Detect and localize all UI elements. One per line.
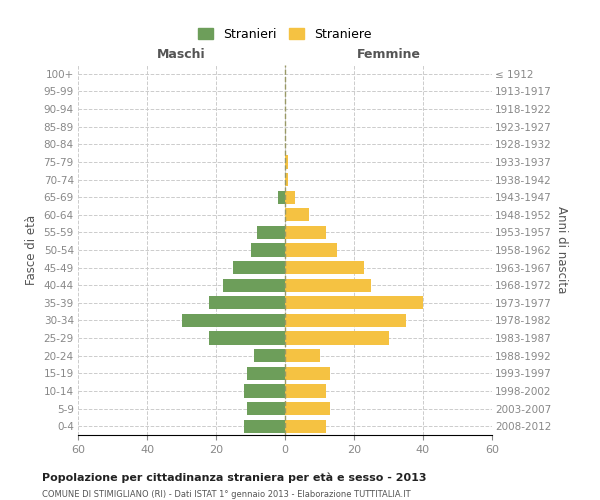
Legend: Stranieri, Straniere: Stranieri, Straniere xyxy=(193,23,377,46)
Bar xyxy=(244,384,285,398)
Bar xyxy=(285,384,326,398)
Bar xyxy=(285,226,326,239)
Bar xyxy=(244,420,285,433)
Bar xyxy=(285,332,389,344)
Bar xyxy=(209,296,285,310)
Bar xyxy=(182,314,285,327)
Bar xyxy=(251,244,285,256)
Text: Maschi: Maschi xyxy=(157,48,206,62)
Y-axis label: Anni di nascita: Anni di nascita xyxy=(555,206,568,294)
Bar xyxy=(285,190,295,204)
Bar xyxy=(285,296,423,310)
Bar xyxy=(285,156,289,168)
Bar xyxy=(285,173,289,186)
Text: Femmine: Femmine xyxy=(356,48,421,62)
Bar xyxy=(285,244,337,256)
Bar xyxy=(247,366,285,380)
Bar xyxy=(233,261,285,274)
Bar xyxy=(257,226,285,239)
Bar xyxy=(285,261,364,274)
Bar xyxy=(285,278,371,292)
Bar xyxy=(278,190,285,204)
Bar xyxy=(285,366,330,380)
Bar xyxy=(209,332,285,344)
Bar xyxy=(285,314,406,327)
Text: Popolazione per cittadinanza straniera per età e sesso - 2013: Popolazione per cittadinanza straniera p… xyxy=(42,472,427,483)
Bar xyxy=(247,402,285,415)
Y-axis label: Fasce di età: Fasce di età xyxy=(25,215,38,285)
Bar xyxy=(285,420,326,433)
Bar xyxy=(254,349,285,362)
Bar xyxy=(223,278,285,292)
Bar xyxy=(285,402,330,415)
Bar xyxy=(285,349,320,362)
Bar xyxy=(285,208,309,222)
Text: COMUNE DI STIMIGLIANO (RI) - Dati ISTAT 1° gennaio 2013 - Elaborazione TUTTITALI: COMUNE DI STIMIGLIANO (RI) - Dati ISTAT … xyxy=(42,490,410,499)
